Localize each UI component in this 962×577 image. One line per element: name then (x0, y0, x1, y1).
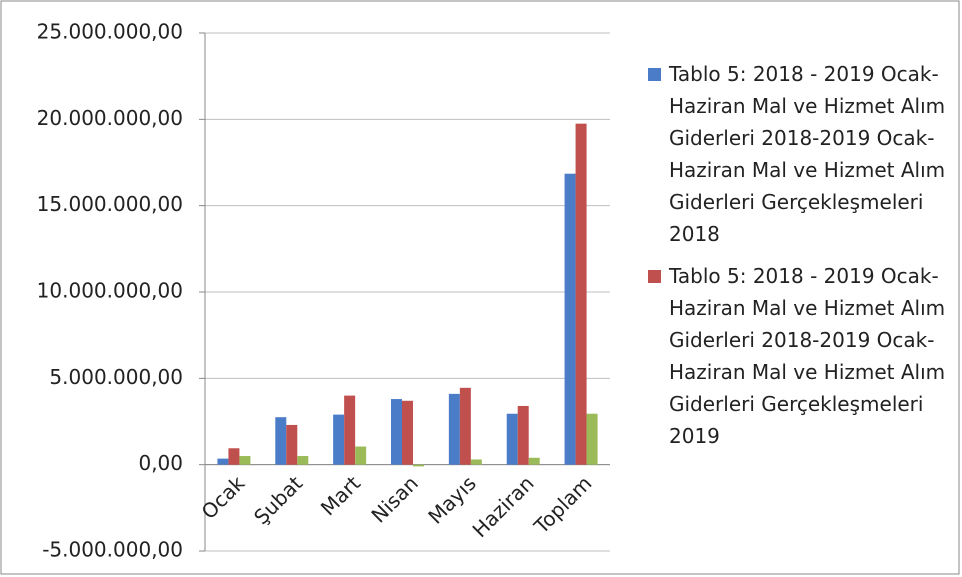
bar (391, 399, 402, 465)
x-tick-label: Şubat (249, 471, 307, 529)
y-tick-label: -5.000.000,00 (42, 538, 183, 562)
bar (286, 424, 298, 465)
bar (355, 446, 367, 465)
y-tick-label: 10.000.000,00 (37, 279, 183, 303)
bar (517, 405, 529, 465)
x-tick-label: Toplam (529, 471, 597, 539)
bar (506, 413, 518, 465)
bar (459, 387, 471, 465)
bar (448, 393, 460, 465)
y-tick-label: 5.000.000,00 (49, 365, 183, 389)
bar (333, 414, 345, 465)
y-tick-label: 0,00 (138, 451, 183, 475)
legend-label: Tablo 5: 2018 - 2019 Ocak-Haziran Mal ve… (669, 264, 946, 448)
legend-swatch (648, 270, 661, 283)
bar (586, 413, 598, 465)
bar (275, 417, 287, 465)
bar (344, 395, 356, 465)
bar (564, 173, 576, 465)
legend-swatch (648, 68, 661, 81)
y-tick-label: 15.000.000,00 (37, 192, 183, 216)
bar (297, 456, 309, 465)
bar (217, 458, 229, 465)
bar (413, 464, 424, 467)
legend-label: Tablo 5: 2018 - 2019 Ocak-Haziran Mal ve… (669, 62, 946, 246)
bar (402, 400, 413, 465)
legend-item: Tablo 5: 2018 - 2019 Ocak-Haziran Mal ve… (648, 58, 948, 250)
bar (528, 457, 540, 465)
bar (575, 123, 587, 465)
x-tick-label: Haziran (468, 471, 539, 542)
legend-item: Tablo 5: 2018 - 2019 Ocak-Haziran Mal ve… (648, 260, 948, 452)
bar (228, 448, 240, 465)
y-tick-label: 25.000.000,00 (37, 20, 183, 44)
legend: Tablo 5: 2018 - 2019 Ocak-Haziran Mal ve… (648, 58, 948, 462)
x-tick-label: Nisan (366, 471, 422, 527)
y-tick-label: 20.000.000,00 (37, 106, 183, 130)
bar (470, 459, 482, 465)
bar (239, 456, 251, 465)
x-tick-label: Mart (316, 471, 365, 520)
